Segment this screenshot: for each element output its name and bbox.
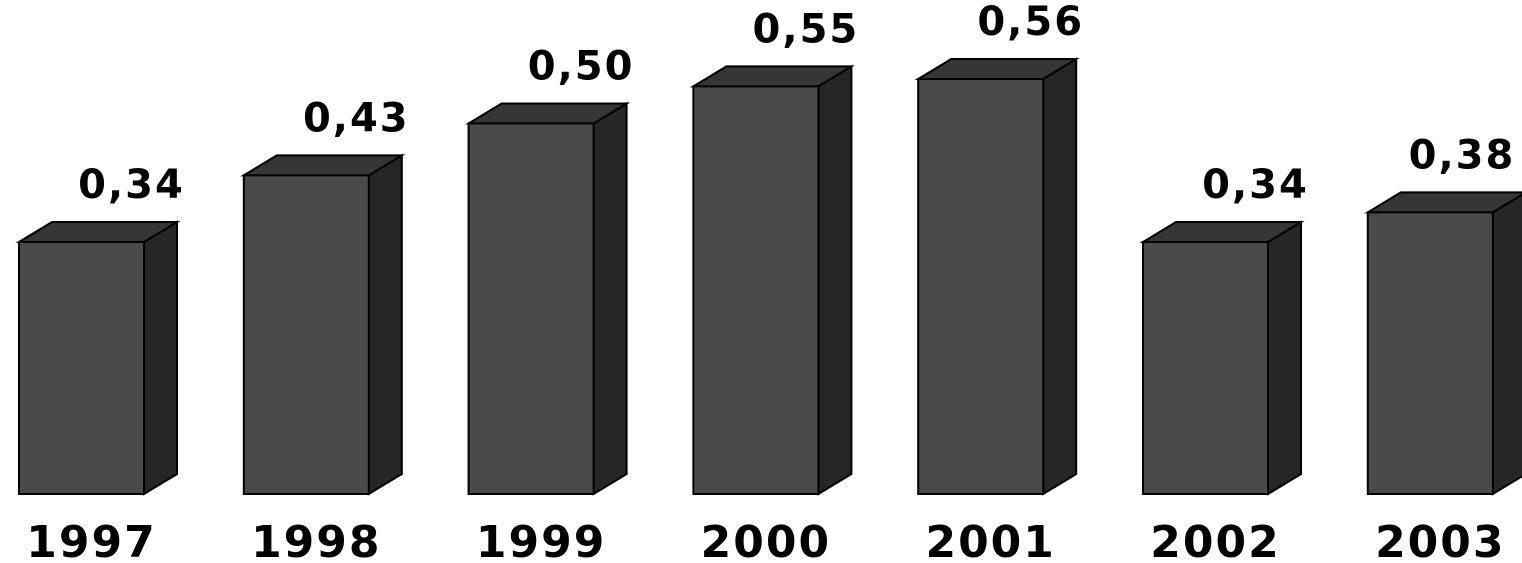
value-label-1998: 0,43 <box>303 95 410 141</box>
value-label-1997: 0,34 <box>78 162 185 208</box>
value-label-2001: 0,56 <box>977 0 1084 45</box>
value-labels-group: 0,34 0,43 0,50 0,55 0,56 0,34 0,38 <box>78 0 1516 208</box>
bar-front-face <box>917 78 1045 495</box>
bar-front-face <box>692 85 820 496</box>
bar-2000 <box>689 64 855 496</box>
category-label-2001: 2001 <box>925 517 1055 563</box>
bar-front-face <box>18 241 145 495</box>
bar-side-face <box>1267 220 1302 496</box>
bar-2003 <box>1364 191 1522 496</box>
bar-side-face <box>817 64 853 496</box>
category-label-2002: 2002 <box>1150 517 1280 563</box>
bar-front-face <box>1366 211 1494 495</box>
bars-group <box>15 57 1522 496</box>
category-label-2003: 2003 <box>1375 517 1505 563</box>
bar-front-face <box>467 122 595 495</box>
bar-side-face <box>367 153 403 496</box>
bar-1998 <box>240 153 406 496</box>
category-labels-group: 1997 1998 1999 2000 2001 2002 2003 <box>26 517 1505 563</box>
bar-front-face <box>1142 241 1269 495</box>
value-label-2000: 0,55 <box>753 6 860 52</box>
bar-side-face <box>143 220 178 496</box>
value-label-2003: 0,38 <box>1409 132 1516 178</box>
bar-side-face <box>592 101 628 496</box>
bar-side-face <box>1042 57 1078 496</box>
category-label-1997: 1997 <box>26 517 156 563</box>
bar-front-face <box>242 174 370 495</box>
value-label-2002: 0,34 <box>1202 162 1309 208</box>
category-label-1999: 1999 <box>476 517 606 563</box>
value-label-1999: 0,50 <box>528 43 635 89</box>
bar-2002 <box>1139 220 1305 496</box>
bar-1999 <box>465 101 631 496</box>
bar-1997 <box>15 220 181 496</box>
bar-2001 <box>914 57 1080 496</box>
bar-side-face <box>1491 193 1522 496</box>
category-label-1998: 1998 <box>251 517 381 563</box>
category-label-2000: 2000 <box>701 517 831 563</box>
bar-top-face <box>1364 191 1522 214</box>
